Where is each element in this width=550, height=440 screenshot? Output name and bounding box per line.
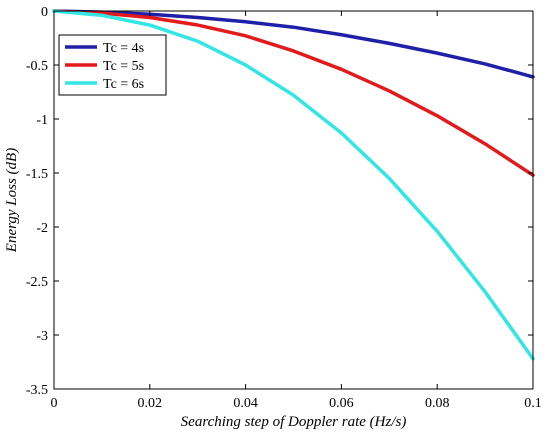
y-tick-label: -0.5 xyxy=(26,59,48,74)
legend: Tc = 4s Tc = 5s Tc = 6s xyxy=(58,34,167,96)
x-axis-ticks: 0 0.02 0.04 0.06 0.08 0.1 xyxy=(51,11,542,411)
y-axis-title: Energy Loss (dB) xyxy=(4,148,20,253)
series-layer xyxy=(52,9,535,361)
y-tick-label: -1.5 xyxy=(26,167,48,182)
y-tick-label: -3 xyxy=(36,329,48,344)
x-tick-label: 0 xyxy=(51,396,58,411)
legend-label: Tc = 5s xyxy=(103,59,144,74)
x-tick-label: 0.04 xyxy=(233,396,258,411)
y-tick-label: 0 xyxy=(41,5,48,20)
series-line-3 xyxy=(52,9,535,361)
y-tick-label: -3.5 xyxy=(26,383,48,398)
x-tick-label: 0.08 xyxy=(425,396,450,411)
y-tick-label: -1 xyxy=(36,113,48,128)
x-tick-label: 0.1 xyxy=(524,396,542,411)
series-line-2 xyxy=(52,9,535,177)
x-tick-label: 0.02 xyxy=(138,396,163,411)
y-tick-label: -2 xyxy=(36,221,48,236)
plot-frame xyxy=(53,10,534,390)
legend-label: Tc = 4s xyxy=(103,41,144,56)
y-tick-label: -2.5 xyxy=(26,275,48,290)
series-line-1 xyxy=(52,9,535,79)
x-axis-title: Searching step of Doppler rate (Hz/s) xyxy=(181,414,407,430)
y-axis-ticks: 0 -0.5 -1 -1.5 -2 -2.5 -3 -3.5 xyxy=(26,5,533,398)
x-tick-label: 0.06 xyxy=(329,396,354,411)
legend-label: Tc = 6s xyxy=(103,77,144,92)
